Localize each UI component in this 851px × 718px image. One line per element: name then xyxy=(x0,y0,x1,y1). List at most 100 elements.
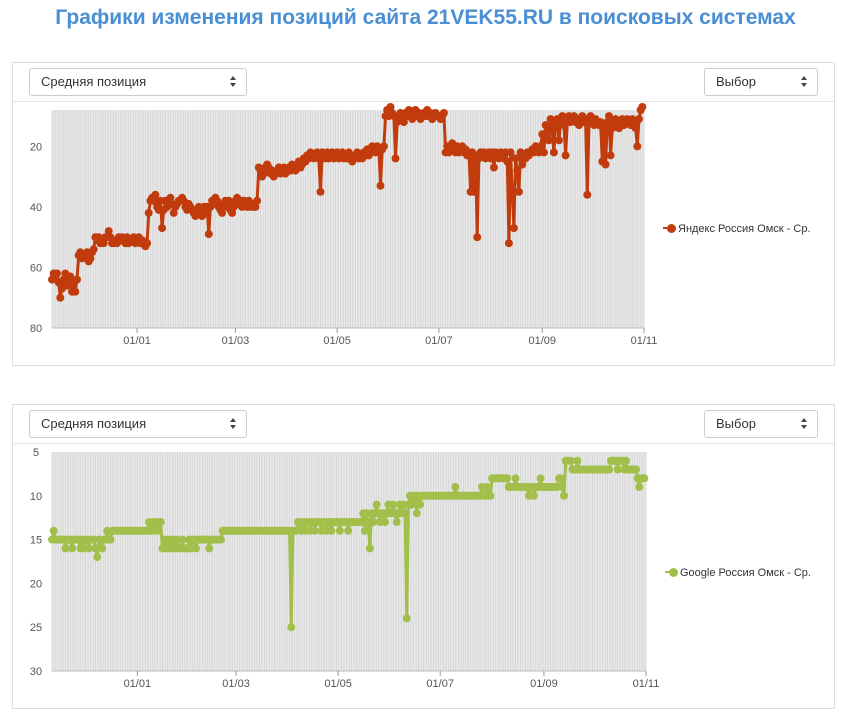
data-point[interactable] xyxy=(166,193,175,202)
data-point[interactable] xyxy=(504,239,513,248)
data-point[interactable] xyxy=(53,269,61,278)
data-point[interactable] xyxy=(514,187,523,196)
data-point[interactable] xyxy=(316,187,325,196)
data-point[interactable] xyxy=(213,196,222,205)
data-point[interactable] xyxy=(392,518,401,527)
data-point[interactable] xyxy=(536,142,545,151)
data-point[interactable] xyxy=(91,544,100,553)
data-point[interactable] xyxy=(558,112,567,121)
data-point[interactable] xyxy=(513,166,522,175)
data-point[interactable] xyxy=(259,169,268,178)
data-point[interactable] xyxy=(407,500,416,509)
data-point[interactable] xyxy=(439,109,448,117)
data-point[interactable] xyxy=(149,196,158,205)
data-point[interactable] xyxy=(640,474,649,483)
data-point[interactable] xyxy=(503,157,512,166)
data-point[interactable] xyxy=(178,535,187,544)
data-point[interactable] xyxy=(558,483,567,491)
data-point[interactable] xyxy=(601,160,610,169)
data-point[interactable] xyxy=(412,509,421,518)
data-point[interactable] xyxy=(49,526,58,535)
data-point[interactable] xyxy=(310,526,319,535)
data-point[interactable] xyxy=(566,456,575,465)
data-point[interactable] xyxy=(218,208,227,217)
data-point[interactable] xyxy=(143,239,152,248)
data-point[interactable] xyxy=(287,623,296,632)
data-point[interactable] xyxy=(506,148,515,157)
data-point[interactable] xyxy=(635,483,644,491)
data-point[interactable] xyxy=(608,124,617,133)
data-point[interactable] xyxy=(549,148,558,157)
data-point[interactable] xyxy=(386,103,395,111)
data-point[interactable] xyxy=(151,190,160,199)
data-point[interactable] xyxy=(104,227,113,236)
data-point[interactable] xyxy=(573,456,582,465)
data-point[interactable] xyxy=(555,136,563,145)
data-point[interactable] xyxy=(548,127,557,136)
data-point[interactable] xyxy=(541,121,550,130)
data-point[interactable] xyxy=(98,544,107,553)
data-point[interactable] xyxy=(106,535,115,544)
data-point[interactable] xyxy=(402,614,411,623)
data-point[interactable] xyxy=(224,196,233,205)
data-point[interactable] xyxy=(217,535,225,544)
data-point[interactable] xyxy=(560,491,568,500)
data-point[interactable] xyxy=(486,154,495,163)
data-point[interactable] xyxy=(201,208,210,217)
data-point[interactable] xyxy=(169,208,178,217)
data-point[interactable] xyxy=(379,142,388,151)
data-point[interactable] xyxy=(486,491,495,500)
data-point[interactable] xyxy=(489,163,498,172)
data-point[interactable] xyxy=(605,112,613,121)
data-point[interactable] xyxy=(68,544,77,553)
data-point[interactable] xyxy=(144,208,153,217)
data-point[interactable] xyxy=(529,491,538,500)
data-point[interactable] xyxy=(536,474,545,483)
data-point[interactable] xyxy=(483,483,491,491)
data-point[interactable] xyxy=(539,148,548,157)
data-point[interactable] xyxy=(509,224,518,233)
data-point[interactable] xyxy=(381,518,389,527)
data-point[interactable] xyxy=(251,202,260,211)
data-point[interactable] xyxy=(606,151,615,160)
choice-select[interactable]: Выбор xyxy=(704,68,818,96)
data-point[interactable] xyxy=(469,187,478,196)
data-point[interactable] xyxy=(605,465,614,474)
data-point[interactable] xyxy=(638,103,647,111)
metric-select[interactable]: Средняя позиция xyxy=(29,410,247,438)
data-point[interactable] xyxy=(503,474,512,483)
data-point[interactable] xyxy=(344,526,353,535)
data-point[interactable] xyxy=(99,239,108,248)
data-point[interactable] xyxy=(89,245,98,254)
data-point[interactable] xyxy=(369,518,378,527)
data-point[interactable] xyxy=(544,136,553,145)
data-point[interactable] xyxy=(633,142,642,151)
data-point[interactable] xyxy=(372,500,381,509)
data-point[interactable] xyxy=(253,196,262,205)
data-point[interactable] xyxy=(603,118,612,127)
google-legend[interactable]: Google Россия Омск - Ср. xyxy=(665,567,811,579)
data-point[interactable] xyxy=(401,509,410,518)
data-point[interactable] xyxy=(56,293,65,302)
data-point[interactable] xyxy=(561,151,570,160)
data-point[interactable] xyxy=(204,230,213,239)
data-point[interactable] xyxy=(613,465,622,474)
data-point[interactable] xyxy=(357,518,366,527)
data-point[interactable] xyxy=(583,190,592,199)
metric-select[interactable]: Средняя позиция xyxy=(29,68,247,96)
data-point[interactable] xyxy=(73,275,81,284)
data-point[interactable] xyxy=(335,526,344,535)
data-point[interactable] xyxy=(365,544,374,553)
data-point[interactable] xyxy=(66,272,75,281)
data-point[interactable] xyxy=(93,553,102,562)
data-point[interactable] xyxy=(71,287,80,296)
data-point[interactable] xyxy=(86,254,95,263)
data-point[interactable] xyxy=(61,544,70,553)
data-point[interactable] xyxy=(158,224,167,233)
data-point[interactable] xyxy=(391,154,400,163)
data-point[interactable] xyxy=(156,518,165,527)
data-point[interactable] xyxy=(556,474,565,483)
data-point[interactable] xyxy=(511,474,520,483)
choice-select[interactable]: Выбор xyxy=(704,410,818,438)
data-point[interactable] xyxy=(84,544,93,553)
